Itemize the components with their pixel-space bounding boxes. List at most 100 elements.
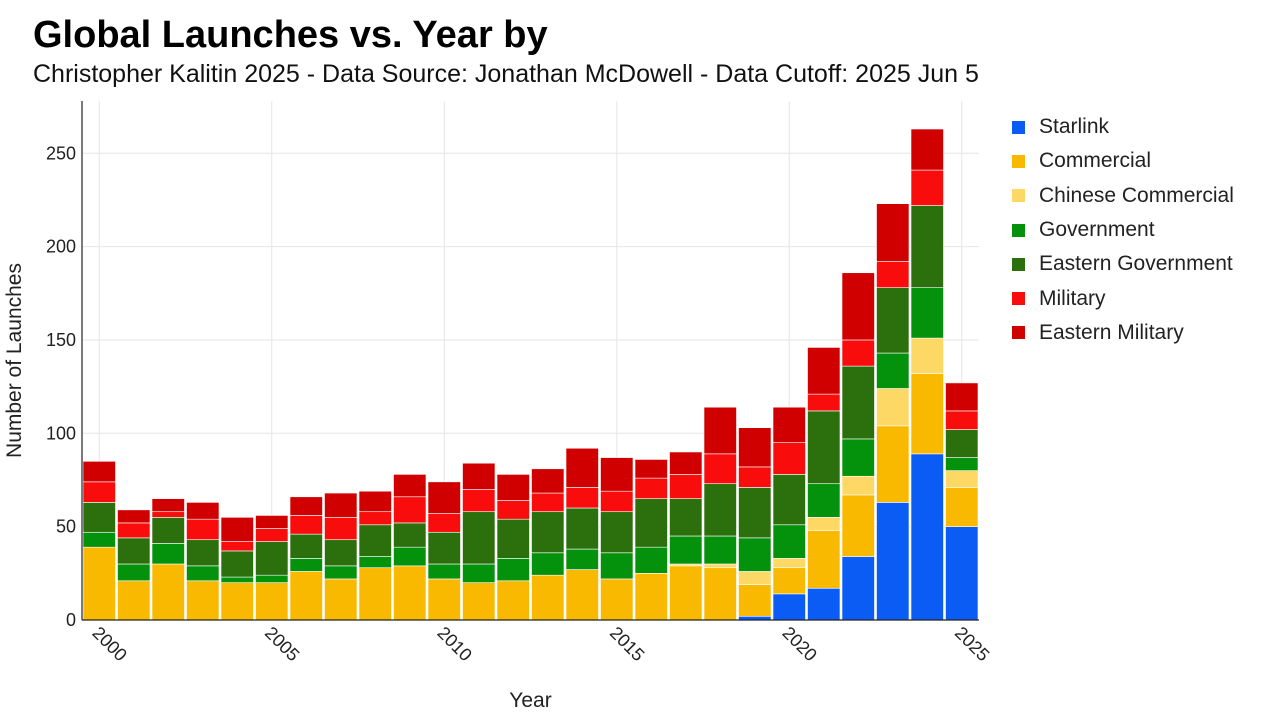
bar-segment (496, 474, 530, 501)
legend-swatch (1012, 154, 1025, 168)
bar-segment (772, 406, 806, 443)
bar-segment (393, 565, 427, 621)
bar-segment (565, 507, 599, 550)
bar-segment (807, 530, 841, 589)
legend: Starlink Commercial Chinese Commercial Gove… (1012, 110, 1234, 350)
legend-item[interactable]: Commercial (1012, 144, 1234, 178)
bar-segment (82, 481, 116, 503)
y-tick-label: 50 (56, 517, 76, 537)
bar-segment (910, 373, 944, 455)
bar-segment (220, 550, 254, 578)
legend-swatch (1012, 223, 1025, 237)
legend-label: Commercial (1039, 149, 1152, 173)
legend-label: Chinese Commercial (1039, 183, 1234, 207)
bar-segment (82, 531, 116, 548)
bar-segment (738, 537, 772, 572)
bar-segment (807, 517, 841, 531)
bar-segment (772, 442, 806, 475)
bars (82, 128, 979, 621)
bar-segment (427, 481, 461, 514)
y-tick-label: 150 (46, 330, 76, 350)
bar-segment (255, 582, 289, 621)
bar-segment (600, 490, 634, 513)
bar-segment (841, 339, 875, 367)
legend-item[interactable]: Eastern Military (1012, 316, 1234, 350)
bar-segment (289, 515, 323, 535)
bar-segment (427, 513, 461, 533)
bar-segment (82, 546, 116, 621)
bar-segment (634, 477, 668, 499)
bar-segment (82, 461, 116, 483)
bar-segment (358, 556, 392, 569)
bar-segment (393, 496, 427, 524)
bar-segment (807, 587, 841, 621)
bar-segment (186, 539, 220, 567)
bar-segment (289, 571, 323, 621)
bar-segment (772, 567, 806, 595)
bar-segment (531, 574, 565, 621)
bar-segment (462, 563, 496, 583)
legend-item[interactable]: Government (1012, 213, 1234, 247)
bar-segment (531, 492, 565, 513)
bar-segment (531, 468, 565, 494)
bar-segment (151, 517, 185, 544)
legend-swatch (1012, 189, 1025, 203)
bar-segment (841, 475, 875, 496)
x-tick-label: 2005 (261, 623, 303, 665)
bar-segment (186, 580, 220, 621)
bar-segment (151, 498, 185, 513)
bar-segment (289, 533, 323, 559)
bar-segment (841, 365, 875, 440)
bar-segment (945, 410, 979, 430)
bar-segment (669, 474, 703, 499)
legend-item[interactable]: Eastern Government (1012, 247, 1234, 281)
bar-segment (876, 425, 910, 503)
bar-segment (255, 574, 289, 583)
bar-segment (462, 489, 496, 513)
bar-segment (772, 558, 806, 569)
bar-segment (117, 563, 151, 582)
chart-title: Global Launches vs. Year by (33, 14, 548, 56)
bar-segment (876, 287, 910, 354)
bar-segment (876, 388, 910, 427)
legend-swatch (1012, 326, 1025, 340)
bar-segment (462, 462, 496, 490)
bar-segment (841, 272, 875, 341)
bar-segment (772, 474, 806, 526)
x-tick-label: 2000 (88, 623, 130, 665)
legend-item[interactable]: Military (1012, 281, 1234, 315)
bar-segment (255, 528, 289, 542)
bar-segment (358, 524, 392, 557)
legend-item[interactable]: Chinese Commercial (1012, 179, 1234, 213)
bar-segment (738, 584, 772, 617)
bar-segment (669, 565, 703, 621)
bar-segment (634, 546, 668, 574)
y-axis-title: Number of Launches (3, 263, 26, 458)
bar-segment (186, 565, 220, 582)
bar-segment (669, 498, 703, 537)
bar-segment (289, 558, 323, 572)
bar-segment (634, 459, 668, 479)
bar-segment (807, 410, 841, 485)
bar-segment (703, 453, 737, 485)
bar-segment (220, 582, 254, 621)
bar-segment (945, 429, 979, 458)
bar-segment (531, 552, 565, 576)
bar-segment (600, 552, 634, 580)
y-tick-label: 200 (46, 237, 76, 257)
legend-label: Government (1039, 218, 1155, 242)
bar-segment (565, 447, 599, 488)
bar-segment (669, 535, 703, 565)
bar-segment (738, 487, 772, 539)
bar-segment (945, 457, 979, 471)
bar-segment (807, 347, 841, 395)
x-axis-title: Year (509, 689, 551, 712)
bar-segment (703, 535, 737, 565)
legend-item[interactable]: Starlink (1012, 110, 1234, 144)
bar-segment (565, 548, 599, 570)
bar-segment (255, 515, 289, 529)
bar-segment (945, 487, 979, 527)
bar-segment (531, 511, 565, 554)
bar-segment (220, 541, 254, 552)
